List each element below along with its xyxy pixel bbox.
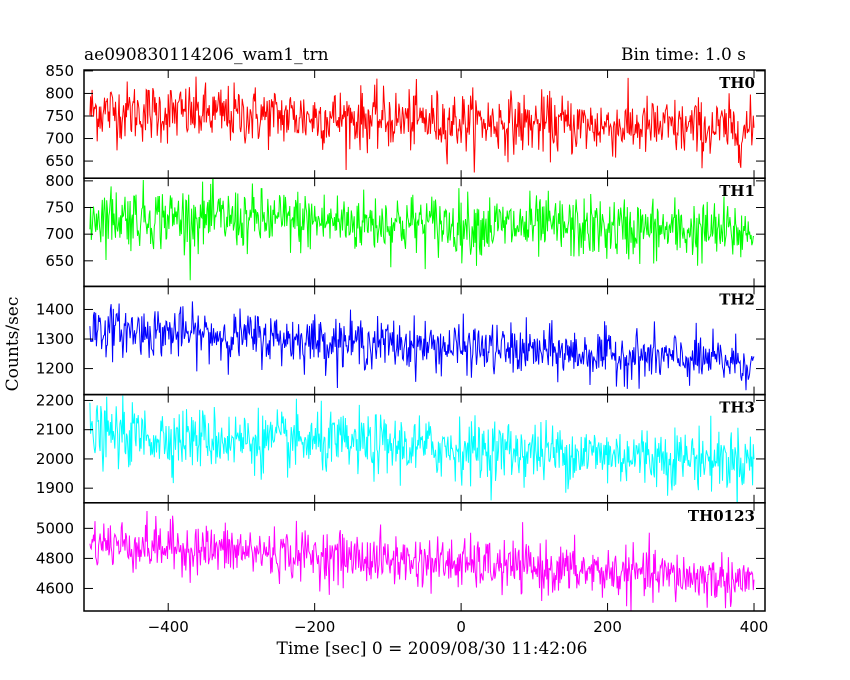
- y-tick-label: 5000: [36, 519, 74, 537]
- y-tick-label: 700: [45, 225, 74, 243]
- y-tick-label: 2100: [36, 421, 74, 439]
- panel-th3: 1900 2000 2100 2200 TH3: [36, 391, 766, 504]
- y-tick-label: 750: [45, 199, 74, 217]
- x-tick-label: 0: [456, 618, 466, 636]
- x-tick-label: −200: [294, 618, 335, 636]
- y-tick-label: 700: [45, 130, 74, 148]
- series-line-th3: [89, 395, 755, 503]
- y-tick-label: 2000: [36, 450, 74, 468]
- bin-time-label: Bin time: 1.0 s: [621, 45, 746, 65]
- panel-label-th2: TH2: [719, 290, 755, 308]
- panel-th0123: 4600 4800 5000 TH0123: [36, 502, 766, 612]
- y-tick-label: 1300: [36, 330, 74, 348]
- y-tick-label: 1400: [36, 300, 74, 318]
- series-line-th1: [89, 178, 755, 281]
- x-tick-label: −400: [148, 618, 189, 636]
- panel-label-th0123: TH0123: [688, 507, 755, 525]
- y-tick-label: 1200: [36, 360, 74, 378]
- x-axis-ticks: −400 −200 0 200 400: [148, 618, 769, 636]
- x-axis-label: Time [sec] 0 = 2009/08/30 11:42:06: [277, 639, 588, 659]
- panel-label-th3: TH3: [719, 399, 755, 417]
- y-tick-label: 1900: [36, 479, 74, 497]
- y-tick-label: 650: [45, 252, 74, 270]
- panel-th0: 650 700 750 800 850 TH0: [45, 62, 766, 179]
- panel-frame: [83, 502, 766, 612]
- y-axis-label: Counts/sec: [3, 297, 23, 392]
- y-tick-label: 4600: [36, 579, 74, 597]
- y-tick-label: 850: [45, 62, 74, 80]
- panel-label-th0: TH0: [719, 74, 755, 92]
- series-line-th0123: [89, 510, 755, 611]
- panel-th2: 1200 1300 1400 TH2: [36, 285, 766, 396]
- y-tick-label: 750: [45, 107, 74, 125]
- series-line-th0: [89, 76, 755, 173]
- y-tick-label: 800: [45, 172, 74, 190]
- plot-title: ae090830114206_wam1_trn: [84, 45, 329, 65]
- y-tick-label: 4800: [36, 549, 74, 567]
- x-tick-label: 400: [740, 618, 769, 636]
- series-line-th2: [89, 301, 755, 391]
- panel-label-th1: TH1: [719, 182, 755, 200]
- y-tick-label: 2200: [36, 391, 74, 409]
- y-tick-label: 800: [45, 84, 74, 102]
- panel-th1: 650 700 750 800 TH1: [45, 172, 766, 288]
- panels-group: 650 700 750 800 850 TH0 650 700 750 800 TH1 1200 130…: [36, 62, 766, 612]
- y-tick-label: 650: [45, 152, 74, 170]
- x-tick-label: 200: [593, 618, 622, 636]
